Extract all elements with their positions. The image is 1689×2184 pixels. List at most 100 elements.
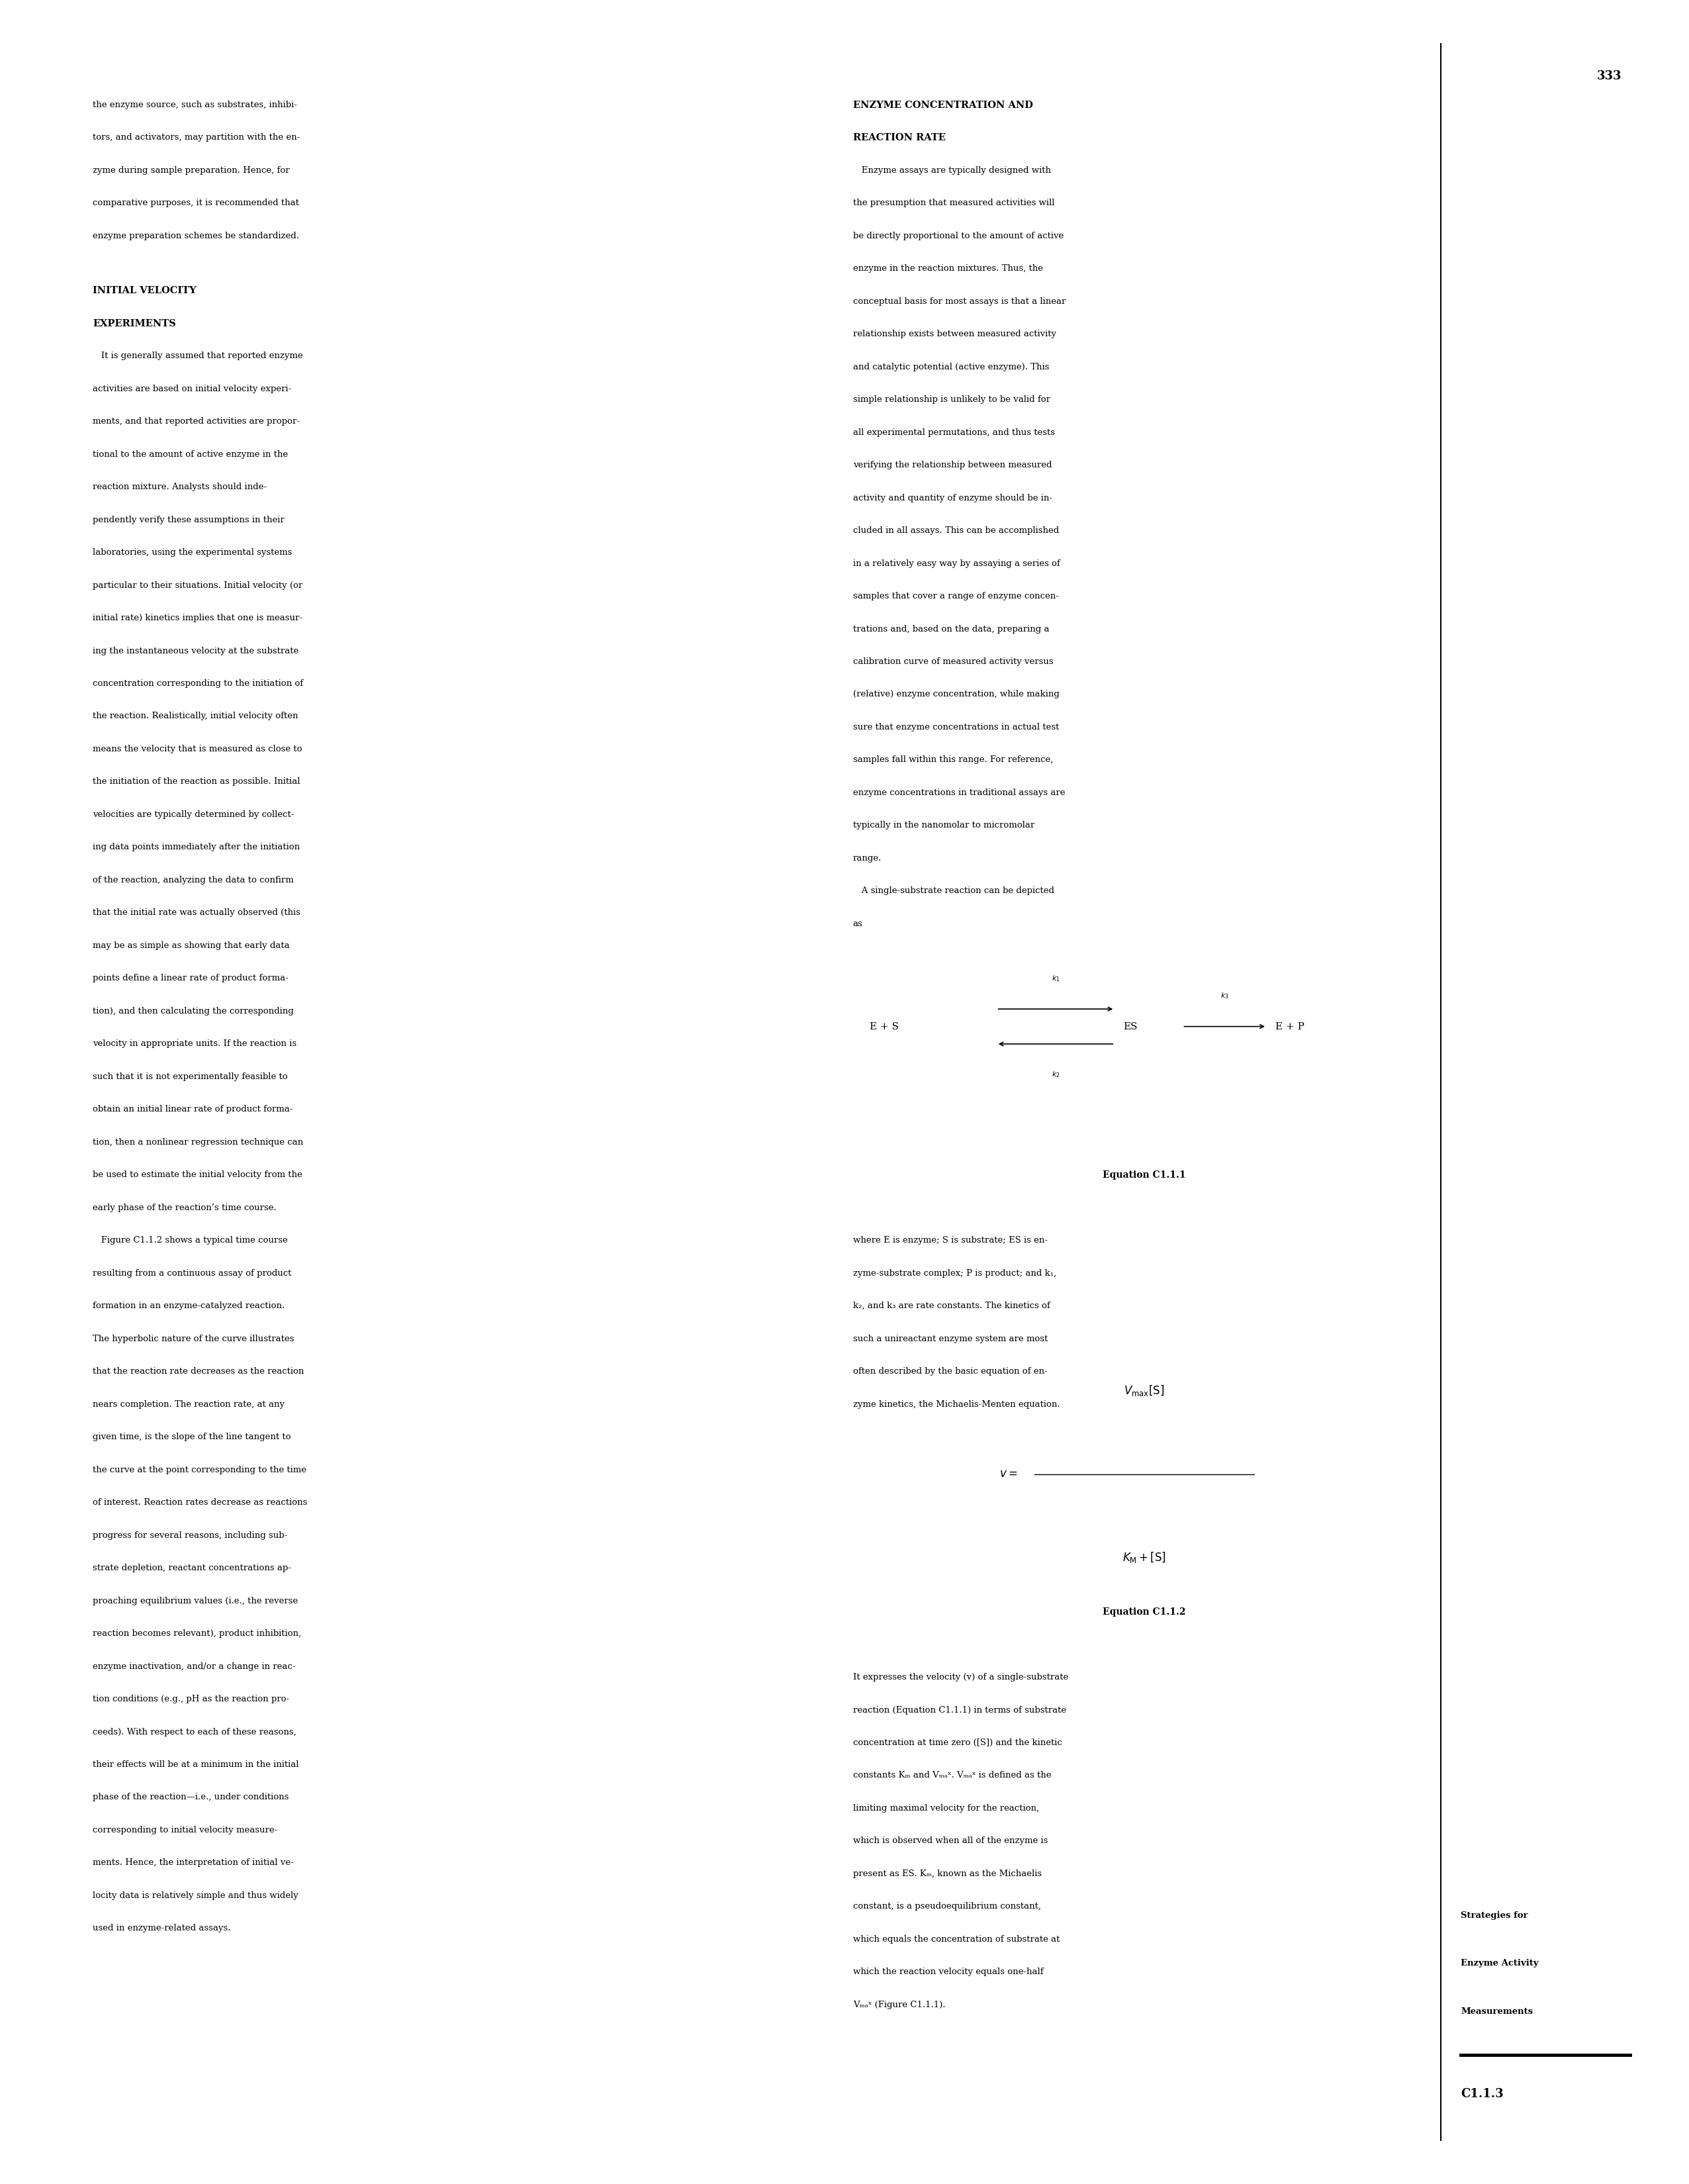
Text: k₂, and k₃ are rate constants. The kinetics of: k₂, and k₃ are rate constants. The kinet… <box>853 1302 1051 1310</box>
Text: Equation C1.1.1: Equation C1.1.1 <box>1103 1171 1186 1179</box>
Text: E + S: E + S <box>870 1022 899 1031</box>
Text: present as ES. Kₘ, known as the Michaelis: present as ES. Kₘ, known as the Michaeli… <box>853 1870 1042 1878</box>
Text: often described by the basic equation of en-: often described by the basic equation of… <box>853 1367 1047 1376</box>
Text: zyme during sample preparation. Hence, for: zyme during sample preparation. Hence, f… <box>93 166 291 175</box>
Text: corresponding to initial velocity measure-: corresponding to initial velocity measur… <box>93 1826 277 1835</box>
Text: E + P: E + P <box>1275 1022 1304 1031</box>
Text: where E is enzyme; S is substrate; ES is en-: where E is enzyme; S is substrate; ES is… <box>853 1236 1047 1245</box>
Text: all experimental permutations, and thus tests: all experimental permutations, and thus … <box>853 428 1056 437</box>
Text: means the velocity that is measured as close to: means the velocity that is measured as c… <box>93 745 302 753</box>
Text: the initiation of the reaction as possible. Initial: the initiation of the reaction as possib… <box>93 778 301 786</box>
Text: in a relatively easy way by assaying a series of: in a relatively easy way by assaying a s… <box>853 559 1061 568</box>
Text: formation in an enzyme-catalyzed reaction.: formation in an enzyme-catalyzed reactio… <box>93 1302 285 1310</box>
Text: zyme kinetics, the Michaelis-Menten equation.: zyme kinetics, the Michaelis-Menten equa… <box>853 1400 1061 1409</box>
Text: typically in the nanomolar to micromolar: typically in the nanomolar to micromolar <box>853 821 1034 830</box>
Text: activity and quantity of enzyme should be in-: activity and quantity of enzyme should b… <box>853 494 1052 502</box>
Text: reaction mixture. Analysts should inde-: reaction mixture. Analysts should inde- <box>93 483 267 491</box>
Text: velocity in appropriate units. If the reaction is: velocity in appropriate units. If the re… <box>93 1040 297 1048</box>
Text: constant, is a pseudoequilibrium constant,: constant, is a pseudoequilibrium constan… <box>853 1902 1040 1911</box>
Text: strate depletion, reactant concentrations ap-: strate depletion, reactant concentration… <box>93 1564 292 1572</box>
Text: zyme-substrate complex; P is product; and k₁,: zyme-substrate complex; P is product; an… <box>853 1269 1056 1278</box>
Text: be directly proportional to the amount of active: be directly proportional to the amount o… <box>853 232 1064 240</box>
Text: tion), and then calculating the corresponding: tion), and then calculating the correspo… <box>93 1007 294 1016</box>
Text: obtain an initial linear rate of product forma-: obtain an initial linear rate of product… <box>93 1105 292 1114</box>
Text: ments, and that reported activities are propor-: ments, and that reported activities are … <box>93 417 301 426</box>
Text: early phase of the reaction’s time course.: early phase of the reaction’s time cours… <box>93 1203 277 1212</box>
Text: laboratories, using the experimental systems: laboratories, using the experimental sys… <box>93 548 292 557</box>
Text: pendently verify these assumptions in their: pendently verify these assumptions in th… <box>93 515 285 524</box>
Text: the reaction. Realistically, initial velocity often: the reaction. Realistically, initial vel… <box>93 712 299 721</box>
Text: may be as simple as showing that early data: may be as simple as showing that early d… <box>93 941 291 950</box>
Text: that the initial rate was actually observed (this: that the initial rate was actually obser… <box>93 909 301 917</box>
Text: enzyme preparation schemes be standardized.: enzyme preparation schemes be standardiz… <box>93 232 299 240</box>
Text: tion conditions (e.g., pH as the reaction pro-: tion conditions (e.g., pH as the reactio… <box>93 1695 289 1704</box>
Text: nears completion. The reaction rate, at any: nears completion. The reaction rate, at … <box>93 1400 285 1409</box>
Text: INITIAL VELOCITY: INITIAL VELOCITY <box>93 286 196 295</box>
Text: verifying the relationship between measured: verifying the relationship between measu… <box>853 461 1052 470</box>
Text: Enzyme assays are typically designed with: Enzyme assays are typically designed wit… <box>853 166 1051 175</box>
Text: $v = $: $v = $ <box>1000 1468 1017 1481</box>
Text: Strategies for: Strategies for <box>1461 1911 1529 1920</box>
Text: ing data points immediately after the initiation: ing data points immediately after the in… <box>93 843 301 852</box>
Text: samples that cover a range of enzyme concen-: samples that cover a range of enzyme con… <box>853 592 1059 601</box>
Text: cluded in all assays. This can be accomplished: cluded in all assays. This can be accomp… <box>853 526 1059 535</box>
Text: given time, is the slope of the line tangent to: given time, is the slope of the line tan… <box>93 1433 291 1441</box>
Text: resulting from a continuous assay of product: resulting from a continuous assay of pro… <box>93 1269 292 1278</box>
Text: limiting maximal velocity for the reaction,: limiting maximal velocity for the reacti… <box>853 1804 1039 1813</box>
Text: used in enzyme-related assays.: used in enzyme-related assays. <box>93 1924 231 1933</box>
Text: trations and, based on the data, preparing a: trations and, based on the data, prepari… <box>853 625 1049 633</box>
Text: which the reaction velocity equals one-half: which the reaction velocity equals one-h… <box>853 1968 1044 1977</box>
Text: Vₘₐˣ (Figure C1.1.1).: Vₘₐˣ (Figure C1.1.1). <box>853 2001 946 2009</box>
Text: REACTION RATE: REACTION RATE <box>853 133 946 142</box>
Text: locity data is relatively simple and thus widely: locity data is relatively simple and thu… <box>93 1891 299 1900</box>
Text: C1.1.3: C1.1.3 <box>1461 2088 1503 2099</box>
Text: samples fall within this range. For reference,: samples fall within this range. For refe… <box>853 756 1052 764</box>
Text: of the reaction, analyzing the data to confirm: of the reaction, analyzing the data to c… <box>93 876 294 885</box>
Text: ing the instantaneous velocity at the substrate: ing the instantaneous velocity at the su… <box>93 646 299 655</box>
Text: proaching equilibrium values (i.e., the reverse: proaching equilibrium values (i.e., the … <box>93 1597 299 1605</box>
Text: concentration at time zero ([S]) and the kinetic: concentration at time zero ([S]) and the… <box>853 1738 1062 1747</box>
Text: phase of the reaction—i.e., under conditions: phase of the reaction—i.e., under condit… <box>93 1793 289 1802</box>
Text: $k_2$: $k_2$ <box>1052 1070 1059 1079</box>
Text: that the reaction rate decreases as the reaction: that the reaction rate decreases as the … <box>93 1367 304 1376</box>
Text: ES: ES <box>1123 1022 1137 1031</box>
Text: simple relationship is unlikely to be valid for: simple relationship is unlikely to be va… <box>853 395 1051 404</box>
Text: conceptual basis for most assays is that a linear: conceptual basis for most assays is that… <box>853 297 1066 306</box>
Text: the enzyme source, such as substrates, inhibi-: the enzyme source, such as substrates, i… <box>93 100 297 109</box>
Text: $k_1$: $k_1$ <box>1052 974 1059 983</box>
Text: such a unireactant enzyme system are most: such a unireactant enzyme system are mos… <box>853 1334 1047 1343</box>
Text: $k_3$: $k_3$ <box>1221 992 1228 1000</box>
Text: reaction becomes relevant), product inhibition,: reaction becomes relevant), product inhi… <box>93 1629 301 1638</box>
Text: enzyme inactivation, and/or a change in reac-: enzyme inactivation, and/or a change in … <box>93 1662 296 1671</box>
Text: calibration curve of measured activity versus: calibration curve of measured activity v… <box>853 657 1054 666</box>
Text: EXPERIMENTS: EXPERIMENTS <box>93 319 176 328</box>
Text: ceeds). With respect to each of these reasons,: ceeds). With respect to each of these re… <box>93 1728 297 1736</box>
Text: the curve at the point corresponding to the time: the curve at the point corresponding to … <box>93 1465 307 1474</box>
Text: 333: 333 <box>1596 70 1621 81</box>
Text: which is observed when all of the enzyme is: which is observed when all of the enzyme… <box>853 1837 1047 1845</box>
Text: $K_{\mathrm{M}} + [\mathrm{S}]$: $K_{\mathrm{M}} + [\mathrm{S}]$ <box>1123 1551 1165 1564</box>
Text: ENZYME CONCENTRATION AND: ENZYME CONCENTRATION AND <box>853 100 1034 109</box>
Text: comparative purposes, it is recommended that: comparative purposes, it is recommended … <box>93 199 299 207</box>
Text: particular to their situations. Initial velocity (or: particular to their situations. Initial … <box>93 581 302 590</box>
Text: It is generally assumed that reported enzyme: It is generally assumed that reported en… <box>93 352 302 360</box>
Text: A single-substrate reaction can be depicted: A single-substrate reaction can be depic… <box>853 887 1054 895</box>
Text: and catalytic potential (active enzyme). This: and catalytic potential (active enzyme).… <box>853 363 1049 371</box>
Text: tors, and activators, may partition with the en-: tors, and activators, may partition with… <box>93 133 301 142</box>
Text: their effects will be at a minimum in the initial: their effects will be at a minimum in th… <box>93 1760 299 1769</box>
Text: be used to estimate the initial velocity from the: be used to estimate the initial velocity… <box>93 1171 302 1179</box>
Text: as: as <box>853 919 863 928</box>
Text: tion, then a nonlinear regression technique can: tion, then a nonlinear regression techni… <box>93 1138 304 1147</box>
Text: range.: range. <box>853 854 882 863</box>
Text: Equation C1.1.2: Equation C1.1.2 <box>1103 1607 1186 1616</box>
Text: which equals the concentration of substrate at: which equals the concentration of substr… <box>853 1935 1059 1944</box>
Text: initial rate) kinetics implies that one is measur-: initial rate) kinetics implies that one … <box>93 614 302 622</box>
Text: concentration corresponding to the initiation of: concentration corresponding to the initi… <box>93 679 304 688</box>
Text: The hyperbolic nature of the curve illustrates: The hyperbolic nature of the curve illus… <box>93 1334 294 1343</box>
Text: of interest. Reaction rates decrease as reactions: of interest. Reaction rates decrease as … <box>93 1498 307 1507</box>
Text: relationship exists between measured activity: relationship exists between measured act… <box>853 330 1056 339</box>
Text: activities are based on initial velocity experi-: activities are based on initial velocity… <box>93 384 292 393</box>
Text: enzyme in the reaction mixtures. Thus, the: enzyme in the reaction mixtures. Thus, t… <box>853 264 1042 273</box>
Text: enzyme concentrations in traditional assays are: enzyme concentrations in traditional ass… <box>853 788 1066 797</box>
Text: reaction (Equation C1.1.1) in terms of substrate: reaction (Equation C1.1.1) in terms of s… <box>853 1706 1066 1714</box>
